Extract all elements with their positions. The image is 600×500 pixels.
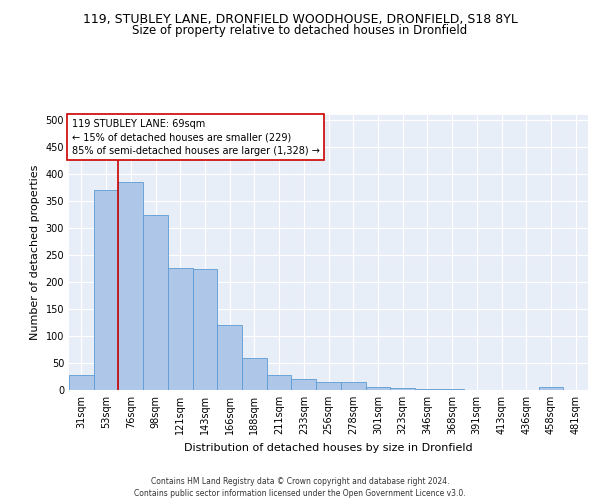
Bar [365, 388, 390, 390]
Bar [390, 388, 415, 390]
Text: 119 STUBLEY LANE: 69sqm
← 15% of detached houses are smaller (229)
85% of semi-d: 119 STUBLEY LANE: 69sqm ← 15% of detache… [71, 119, 319, 156]
Text: Size of property relative to detached houses in Dronfield: Size of property relative to detached ho… [133, 24, 467, 37]
Bar [217, 326, 242, 390]
Bar [341, 382, 365, 390]
Bar [94, 190, 118, 390]
Bar [267, 376, 292, 390]
Bar [193, 269, 217, 390]
X-axis label: Distribution of detached houses by size in Dronfield: Distribution of detached houses by size … [184, 442, 473, 452]
Bar [539, 388, 563, 390]
Text: 119, STUBLEY LANE, DRONFIELD WOODHOUSE, DRONFIELD, S18 8YL: 119, STUBLEY LANE, DRONFIELD WOODHOUSE, … [83, 12, 517, 26]
Bar [118, 182, 143, 390]
Bar [292, 379, 316, 390]
Bar [69, 376, 94, 390]
Bar [242, 358, 267, 390]
Text: Contains HM Land Registry data © Crown copyright and database right 2024.
Contai: Contains HM Land Registry data © Crown c… [134, 476, 466, 498]
Bar [143, 215, 168, 390]
Bar [316, 382, 341, 390]
Bar [168, 268, 193, 390]
Y-axis label: Number of detached properties: Number of detached properties [30, 165, 40, 340]
